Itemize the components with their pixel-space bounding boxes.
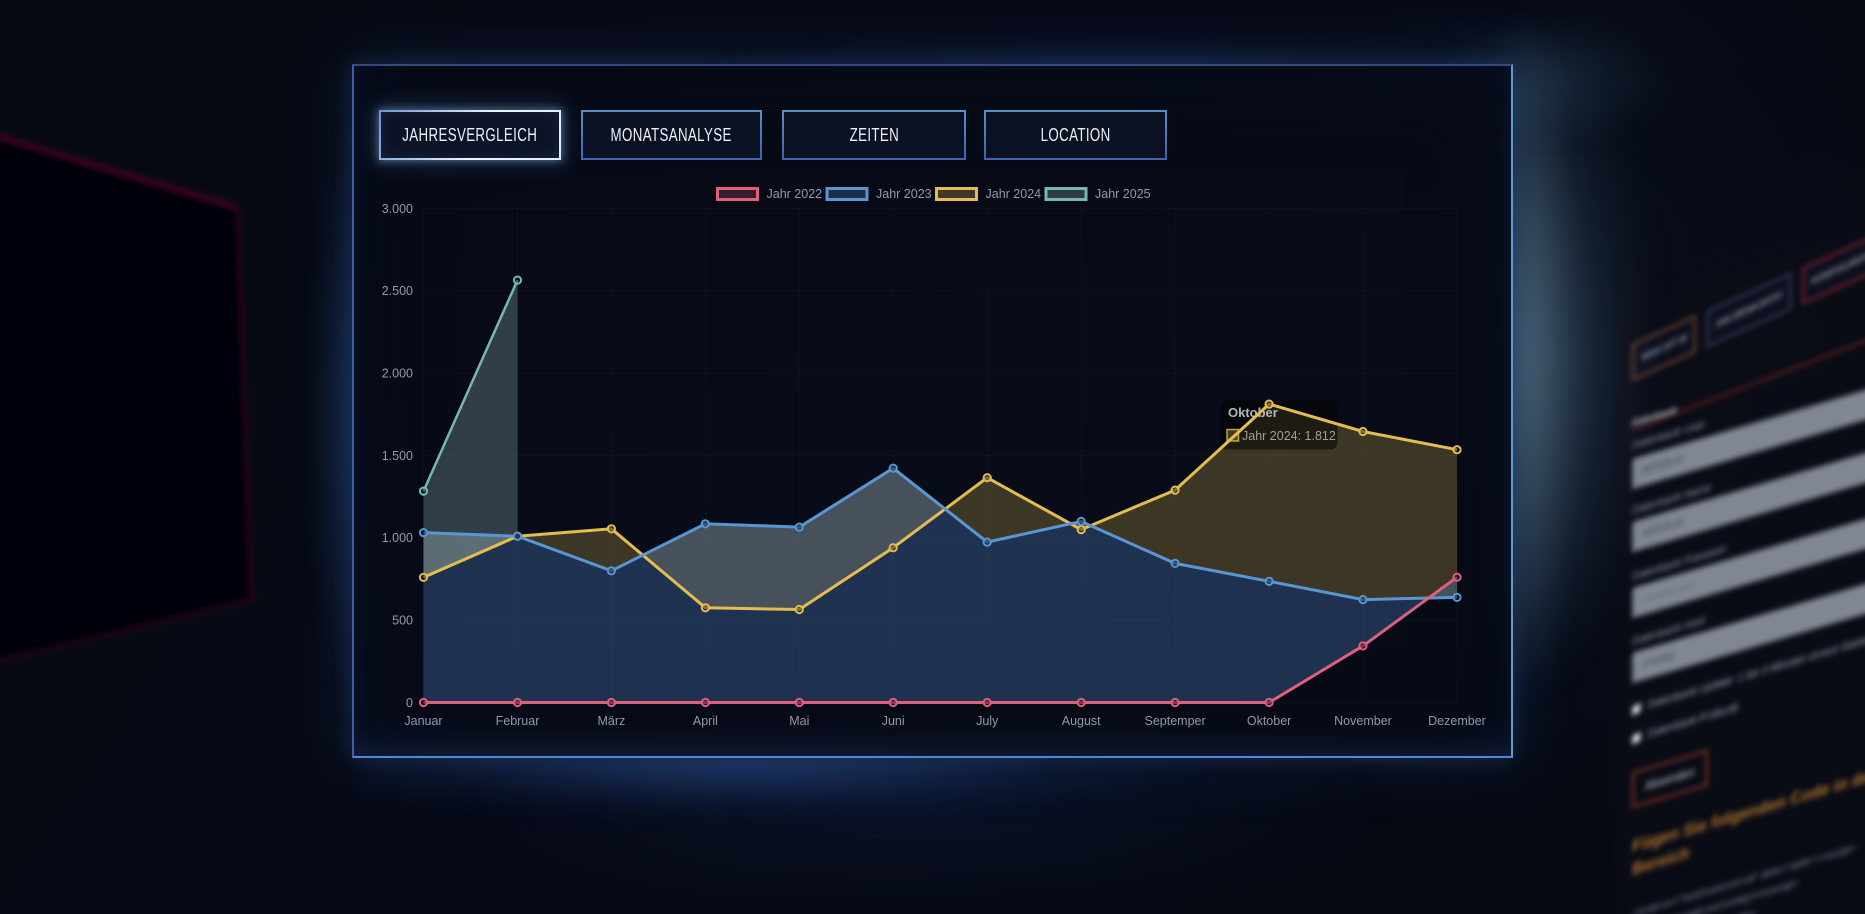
svg-text:3.000: 3.000 [382, 202, 413, 216]
svg-text:2.500: 2.500 [382, 284, 413, 298]
svg-text:1.000: 1.000 [382, 531, 413, 545]
svg-text:0: 0 [406, 696, 413, 710]
svg-text:1.500: 1.500 [382, 449, 413, 463]
svg-text:Juni: Juni [882, 714, 905, 728]
svg-text:Februar: Februar [496, 714, 540, 728]
svg-text:Jahr 2022: Jahr 2022 [767, 187, 823, 201]
svg-text:2.000: 2.000 [382, 367, 413, 381]
svg-text:Mai: Mai [789, 714, 809, 728]
svg-text:Jahr 2025: Jahr 2025 [1095, 187, 1151, 201]
svg-text:Januar: Januar [404, 714, 442, 728]
svg-text:Septemper: Septemper [1145, 714, 1206, 728]
svg-text:März: März [598, 714, 626, 728]
svg-text:Jahr 2024: 1.812: Jahr 2024: 1.812 [1242, 429, 1336, 443]
svg-text:July: July [976, 714, 999, 728]
svg-text:500: 500 [392, 614, 413, 628]
svg-text:Dezember: Dezember [1428, 714, 1486, 728]
svg-text:Jahr 2023: Jahr 2023 [876, 187, 932, 201]
svg-text:November: November [1334, 714, 1392, 728]
svg-text:April: April [693, 714, 718, 728]
svg-text:August: August [1062, 714, 1101, 728]
svg-text:Oktober: Oktober [1247, 714, 1291, 728]
svg-text:Jahr 2024: Jahr 2024 [986, 187, 1042, 201]
